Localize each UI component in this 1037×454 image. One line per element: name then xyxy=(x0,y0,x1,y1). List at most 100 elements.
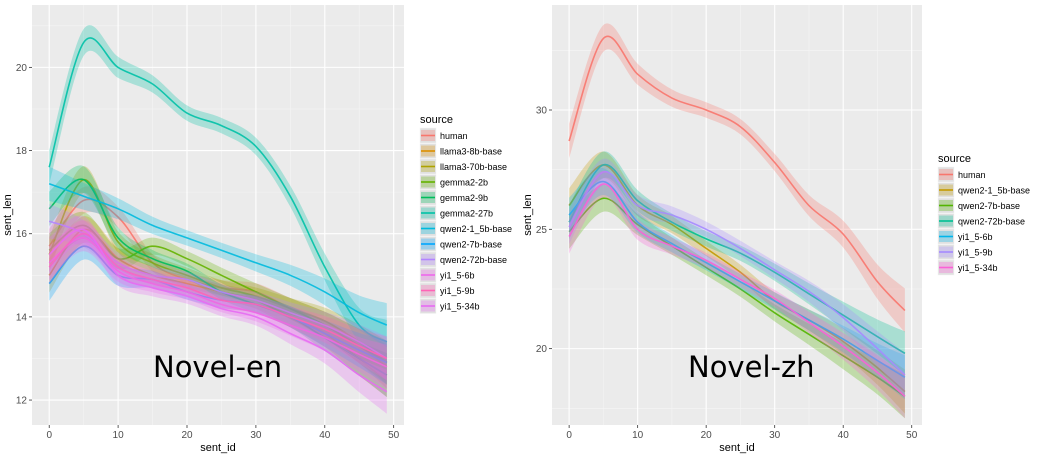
confidence-band xyxy=(49,166,387,385)
series-line xyxy=(48,232,388,360)
legend-item: qwen2-7b-base xyxy=(419,236,502,252)
confidence-band xyxy=(569,151,905,376)
series-human xyxy=(568,23,906,333)
confidence-band xyxy=(49,166,387,348)
series-line xyxy=(48,37,388,343)
x-tick-label: 10 xyxy=(113,430,125,441)
chart-panel-1: 0 10 20 30 40 50 12 14 16 18 20 sent_id sent_len Nove… xyxy=(2,5,512,454)
legend-label: gemma2-27b xyxy=(440,209,493,219)
series-yi1_5-34b xyxy=(568,170,906,419)
y-axis-title: sent_len xyxy=(522,194,534,236)
legend-title: source xyxy=(420,114,453,126)
legend-label: human xyxy=(440,131,468,141)
confidence-band xyxy=(49,232,387,385)
legend-label: qwen2-1_5b-base xyxy=(958,186,1030,196)
legend-label: yi1_5-9b xyxy=(440,286,475,296)
x-tick-label: 0 xyxy=(566,430,572,441)
series-yi1_5-9b xyxy=(48,220,388,381)
legend-item: gemma2-27b xyxy=(419,205,493,221)
series-yi1_5-34b xyxy=(48,215,388,414)
legend-item: human xyxy=(419,127,468,144)
plot-background xyxy=(32,5,404,425)
confidence-band xyxy=(569,168,905,400)
series-line xyxy=(568,171,906,376)
y-tick-label: 18 xyxy=(16,146,28,157)
legend-label: llama3-70b-base xyxy=(440,162,507,172)
confidence-band xyxy=(49,165,387,398)
legend-item: yi1_5-6b xyxy=(419,267,475,283)
y-tick-label: 20 xyxy=(16,63,28,74)
series-line xyxy=(568,180,906,378)
x-tick-label: 20 xyxy=(181,430,193,441)
series-line xyxy=(568,35,906,312)
series-qwen2-1_5b-base xyxy=(48,166,388,348)
legend-item: gemma2-2b xyxy=(419,174,488,190)
y-tick-label: 20 xyxy=(536,344,548,355)
legend-label: yi1_5-34b xyxy=(440,302,480,312)
y-tick-label: 16 xyxy=(16,229,28,240)
legend-item: yi1_5-34b xyxy=(937,259,998,276)
legend-item: qwen2-72b-base xyxy=(419,251,507,268)
x-tick-label: 10 xyxy=(632,430,644,441)
series-gemma2-2b xyxy=(48,211,388,385)
legend-item: yi1_5-9b xyxy=(419,282,475,299)
series-line xyxy=(568,164,906,393)
x-tick-label: 30 xyxy=(769,430,781,441)
legend: source human qwen2-1_5b-base qwen2-7b-base q… xyxy=(937,153,1030,276)
legend-item: qwen2-1_5b-base xyxy=(937,182,1030,198)
legend-label: gemma2-2b xyxy=(440,178,488,188)
legend-item: llama3-8b-base xyxy=(419,143,502,159)
series-qwen2-72b-base xyxy=(48,204,388,381)
x-axis-title: sent_id xyxy=(200,442,235,454)
y-tick-label: 25 xyxy=(536,225,548,236)
x-tick-label: 0 xyxy=(46,430,52,441)
series-qwen2-72b-base xyxy=(568,151,906,376)
series-yi1_5-9b xyxy=(568,158,906,397)
legend-label: qwen2-1_5b-base xyxy=(440,224,512,234)
series-qwen2-1_5b-base xyxy=(568,151,906,414)
legend-item: qwen2-72b-base xyxy=(937,213,1025,229)
legend-label: qwen2-72b-base xyxy=(440,255,507,265)
x-tick-label: 50 xyxy=(388,430,400,441)
x-tick-label: 20 xyxy=(701,430,713,441)
legend: source human llama3-8b-base llama3-70b-base… xyxy=(419,114,512,314)
panel-label: Novel-zh xyxy=(688,350,815,384)
y-axis-title: sent_len xyxy=(2,194,14,236)
legend-label: qwen2-7b-base xyxy=(958,201,1020,211)
legend-item: qwen2-1_5b-base xyxy=(419,220,512,237)
series-line xyxy=(568,183,906,398)
series-line xyxy=(48,228,388,393)
legend-label: llama3-8b-base xyxy=(440,147,502,157)
x-tick-label: 40 xyxy=(838,430,850,441)
confidence-band xyxy=(569,151,905,414)
series-line xyxy=(48,183,388,326)
confidence-band xyxy=(49,220,387,381)
legend-item: yi1_5-6b xyxy=(937,228,993,245)
y-tick-label: 12 xyxy=(16,396,28,407)
legend-item: yi1_5-34b xyxy=(419,298,480,314)
legend-label: yi1_5-6b xyxy=(440,271,475,281)
legend-label: yi1_5-6b xyxy=(958,232,993,242)
legend-item: gemma2-9b xyxy=(419,189,488,206)
legend-label: gemma2-9b xyxy=(440,193,488,203)
x-tick-label: 50 xyxy=(906,430,918,441)
legend-item: qwen2-7b-base xyxy=(937,197,1020,214)
series-line xyxy=(48,224,388,364)
confidence-band xyxy=(569,184,905,419)
x-tick-label: 40 xyxy=(319,430,331,441)
confidence-band xyxy=(569,158,905,397)
y-tick-label: 30 xyxy=(536,106,548,117)
x-tick-label: 30 xyxy=(250,430,262,441)
legend-label: qwen2-72b-base xyxy=(958,217,1025,227)
legend-title: source xyxy=(938,153,971,165)
legend-label: yi1_5-34b xyxy=(958,263,998,273)
legend-item: human xyxy=(937,166,986,183)
legend-label: human xyxy=(958,170,986,180)
confidence-band xyxy=(49,25,387,364)
legend-item: yi1_5-9b xyxy=(937,244,993,260)
series-gemma2-27b xyxy=(48,25,388,364)
chart-panel-2: 0 10 20 30 40 50 20 25 30 sent_id sent_len Novel-zh… xyxy=(522,5,1030,454)
legend-item: llama3-70b-base xyxy=(419,158,507,175)
series-line xyxy=(568,164,906,355)
